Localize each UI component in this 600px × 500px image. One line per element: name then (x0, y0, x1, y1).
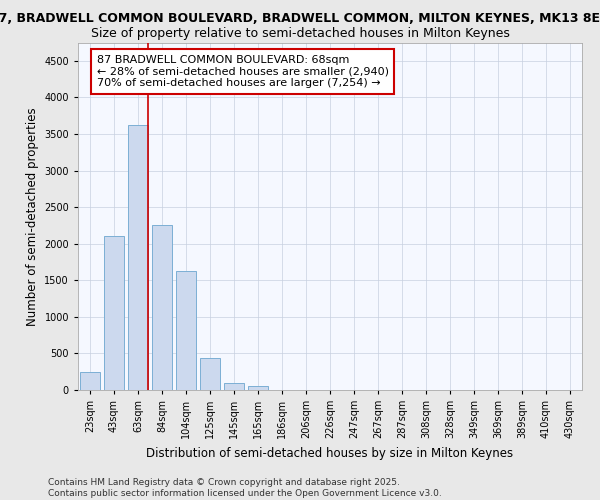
X-axis label: Distribution of semi-detached houses by size in Milton Keynes: Distribution of semi-detached houses by … (146, 446, 514, 460)
Text: Size of property relative to semi-detached houses in Milton Keynes: Size of property relative to semi-detach… (91, 28, 509, 40)
Text: 87 BRADWELL COMMON BOULEVARD: 68sqm
← 28% of semi-detached houses are smaller (2: 87 BRADWELL COMMON BOULEVARD: 68sqm ← 28… (97, 55, 389, 88)
Bar (200, 358, 220, 390)
Text: 87, BRADWELL COMMON BOULEVARD, BRADWELL COMMON, MILTON KEYNES, MK13 8EN: 87, BRADWELL COMMON BOULEVARD, BRADWELL … (0, 12, 600, 26)
Bar (128, 125, 148, 390)
Text: Contains HM Land Registry data © Crown copyright and database right 2025.
Contai: Contains HM Land Registry data © Crown c… (48, 478, 442, 498)
Bar (248, 386, 268, 390)
Bar (176, 272, 196, 390)
Bar (80, 372, 100, 390)
Bar (104, 236, 124, 390)
Bar (152, 226, 172, 390)
Y-axis label: Number of semi-detached properties: Number of semi-detached properties (26, 107, 38, 326)
Bar (224, 382, 244, 390)
